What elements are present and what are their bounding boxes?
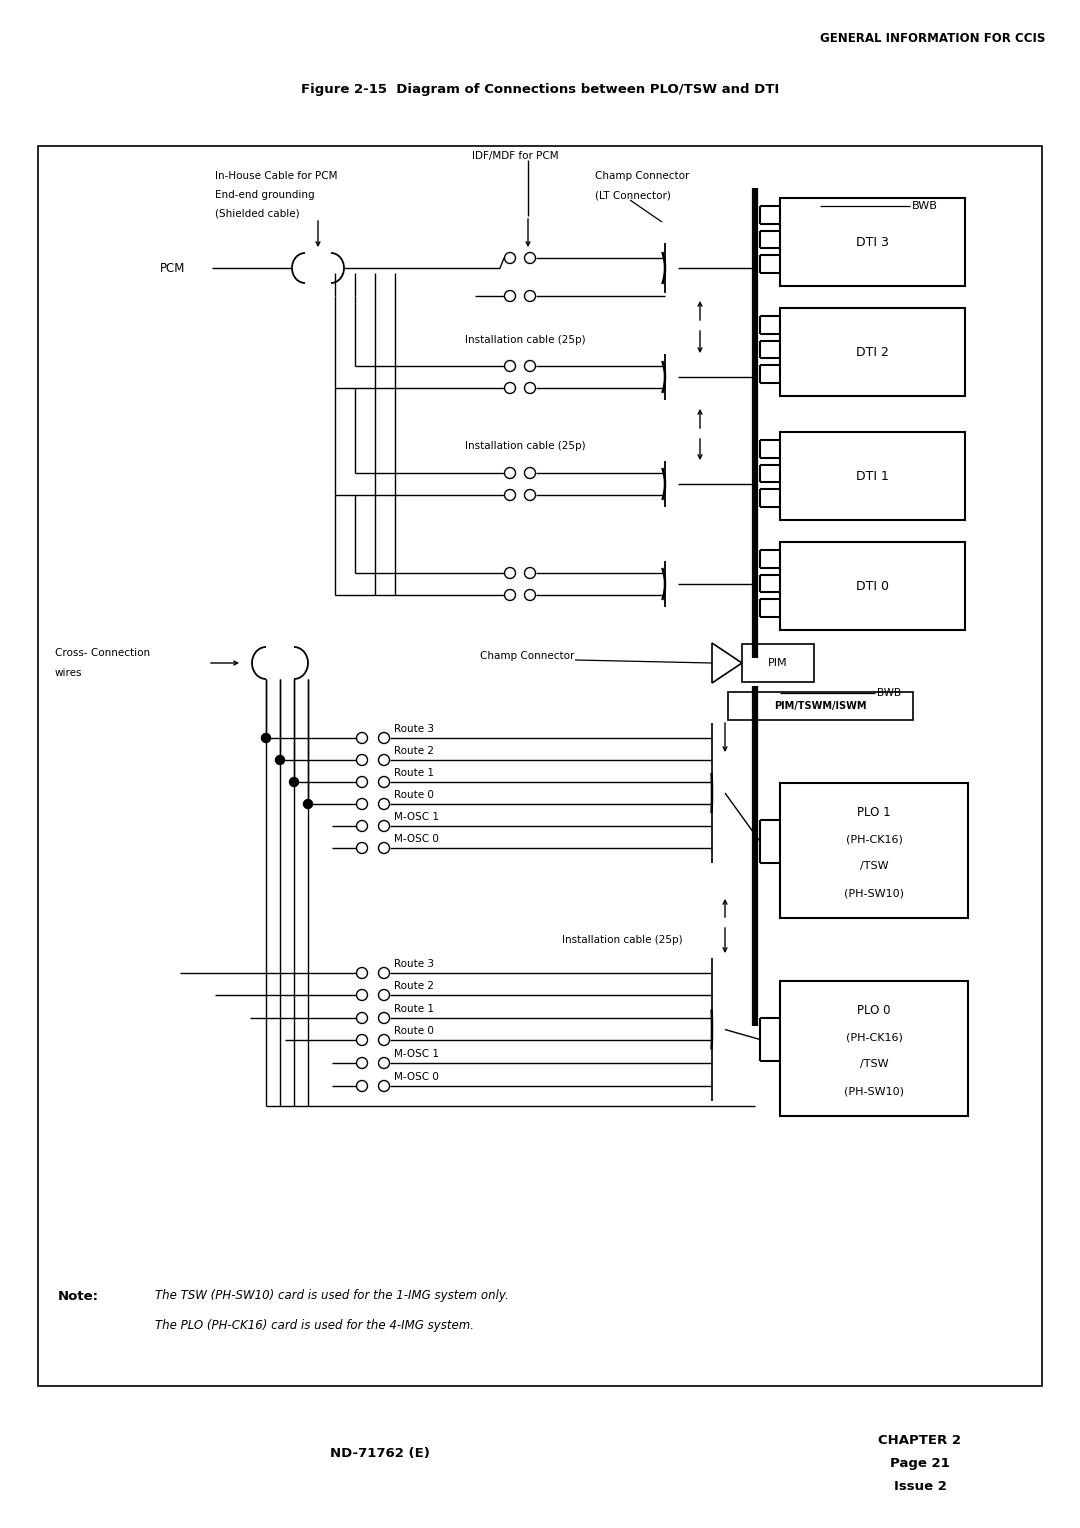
Text: /TSW: /TSW bbox=[860, 1059, 889, 1070]
Bar bbox=[742, 643, 814, 681]
Text: Installation cable (25p): Installation cable (25p) bbox=[465, 335, 585, 345]
Text: Cross- Connection: Cross- Connection bbox=[55, 648, 150, 659]
Bar bbox=[780, 542, 966, 630]
Text: (PH-SW10): (PH-SW10) bbox=[843, 888, 904, 898]
Circle shape bbox=[275, 755, 284, 764]
Bar bbox=[780, 309, 966, 396]
Circle shape bbox=[303, 799, 312, 808]
Text: Route 0: Route 0 bbox=[394, 790, 434, 801]
Text: End-end grounding: End-end grounding bbox=[215, 189, 314, 200]
Text: /TSW: /TSW bbox=[860, 860, 889, 871]
Bar bbox=[728, 692, 913, 720]
Text: Issue 2: Issue 2 bbox=[893, 1479, 946, 1493]
Text: Route 2: Route 2 bbox=[394, 746, 434, 756]
Bar bbox=[780, 432, 966, 520]
Text: The TSW (PH-SW10) card is used for the 1-IMG system only.: The TSW (PH-SW10) card is used for the 1… bbox=[156, 1290, 509, 1302]
Text: DTI 0: DTI 0 bbox=[856, 579, 889, 593]
Text: DTI 3: DTI 3 bbox=[856, 235, 889, 249]
Text: Route 1: Route 1 bbox=[394, 769, 434, 778]
Text: (PH-CK16): (PH-CK16) bbox=[846, 1033, 903, 1044]
Text: PLO 1: PLO 1 bbox=[858, 807, 891, 819]
Text: M-OSC 0: M-OSC 0 bbox=[394, 1073, 438, 1082]
Text: M-OSC 0: M-OSC 0 bbox=[394, 834, 438, 843]
Text: Page 21: Page 21 bbox=[890, 1456, 950, 1470]
Text: DTI 1: DTI 1 bbox=[856, 469, 889, 483]
Text: Figure 2-15  Diagram of Connections between PLO/TSW and DTI: Figure 2-15 Diagram of Connections betwe… bbox=[301, 84, 779, 96]
Text: BWB: BWB bbox=[877, 688, 901, 698]
Text: wires: wires bbox=[55, 668, 82, 678]
Text: Route 3: Route 3 bbox=[394, 960, 434, 969]
Bar bbox=[780, 981, 968, 1115]
Text: Installation cable (25p): Installation cable (25p) bbox=[465, 442, 585, 451]
Text: Route 2: Route 2 bbox=[394, 981, 434, 992]
Text: M-OSC 1: M-OSC 1 bbox=[394, 811, 438, 822]
Text: M-OSC 1: M-OSC 1 bbox=[394, 1050, 438, 1059]
Circle shape bbox=[289, 778, 298, 787]
Bar bbox=[780, 199, 966, 286]
Text: (LT Connector): (LT Connector) bbox=[595, 189, 671, 200]
Bar bbox=[38, 147, 1042, 1386]
Text: Installation cable (25p): Installation cable (25p) bbox=[562, 935, 683, 944]
Text: Route 1: Route 1 bbox=[394, 1004, 434, 1015]
Text: CHAPTER 2: CHAPTER 2 bbox=[878, 1433, 961, 1447]
Text: PLO 0: PLO 0 bbox=[858, 1004, 891, 1018]
Bar bbox=[780, 782, 968, 918]
Text: (Shielded cable): (Shielded cable) bbox=[215, 209, 299, 219]
Circle shape bbox=[261, 733, 270, 743]
Text: Champ Connector: Champ Connector bbox=[595, 171, 689, 180]
Text: PCM: PCM bbox=[160, 261, 186, 275]
Text: Champ Connector: Champ Connector bbox=[480, 651, 575, 662]
Text: Route 3: Route 3 bbox=[394, 724, 434, 733]
Text: DTI 2: DTI 2 bbox=[856, 345, 889, 359]
Text: BWB: BWB bbox=[912, 202, 937, 211]
Text: (PH-SW10): (PH-SW10) bbox=[843, 1086, 904, 1096]
Text: Route 0: Route 0 bbox=[394, 1025, 434, 1036]
Text: PIM: PIM bbox=[768, 659, 787, 668]
Text: ND-71762 (E): ND-71762 (E) bbox=[330, 1447, 430, 1459]
Text: Note:: Note: bbox=[58, 1290, 99, 1302]
Text: IDF/MDF for PCM: IDF/MDF for PCM bbox=[472, 151, 558, 160]
Text: In-House Cable for PCM: In-House Cable for PCM bbox=[215, 171, 337, 180]
Text: GENERAL INFORMATION FOR CCIS: GENERAL INFORMATION FOR CCIS bbox=[820, 32, 1045, 44]
Text: (PH-CK16): (PH-CK16) bbox=[846, 834, 903, 845]
Text: PIM/TSWM/ISWM: PIM/TSWM/ISWM bbox=[774, 701, 867, 711]
Text: The PLO (PH-CK16) card is used for the 4-IMG system.: The PLO (PH-CK16) card is used for the 4… bbox=[156, 1320, 474, 1332]
